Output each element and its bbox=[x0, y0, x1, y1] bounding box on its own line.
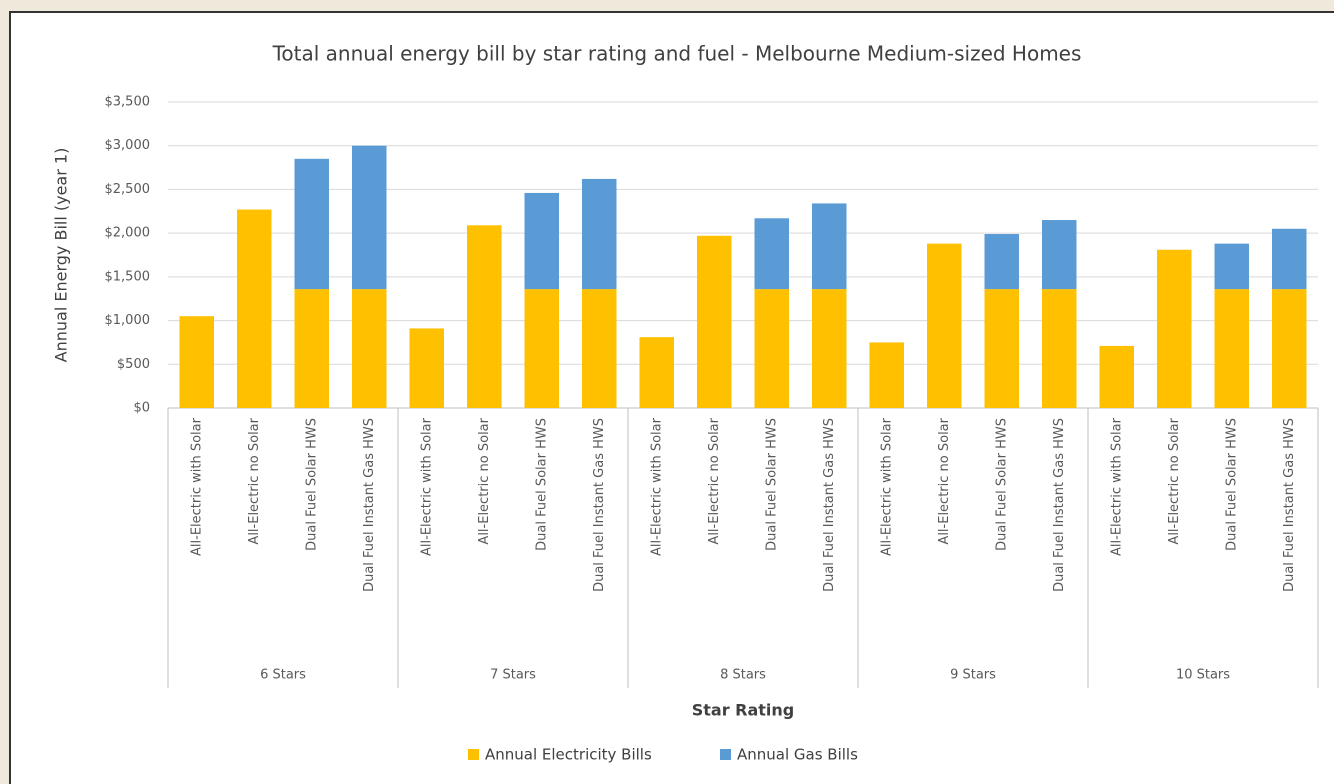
bar-segment bbox=[1042, 220, 1077, 290]
x-tick-label: All-Electric with Solar bbox=[419, 417, 434, 556]
bar-segment bbox=[1272, 228, 1307, 290]
x-tick-label: All-Electric with Solar bbox=[879, 417, 894, 556]
y-tick-label: $0 bbox=[133, 401, 150, 416]
x-tick-label: Dual Fuel Instant Gas HWS bbox=[362, 418, 377, 592]
bar-segment bbox=[697, 235, 732, 408]
y-tick-label: $500 bbox=[117, 357, 150, 372]
bar-segment bbox=[179, 316, 214, 408]
bar-segment bbox=[409, 328, 444, 408]
bar-segment bbox=[582, 289, 617, 408]
x-tick-label: Dual Fuel Instant Gas HWS bbox=[1052, 418, 1067, 592]
bar-segment bbox=[927, 243, 962, 408]
bar-segment bbox=[1272, 289, 1307, 408]
bar-segment bbox=[582, 178, 617, 290]
y-tick-label: $3,500 bbox=[105, 95, 151, 110]
group-label: 7 Stars bbox=[490, 668, 536, 683]
bar-segment bbox=[294, 289, 329, 408]
x-tick-label: All-Electric no Solar bbox=[937, 417, 952, 544]
x-tick-label: Dual Fuel Solar HWS bbox=[1224, 418, 1239, 551]
y-tick-label: $3,000 bbox=[105, 138, 151, 153]
legend-label: Annual Electricity Bills bbox=[485, 746, 652, 764]
bar-segment bbox=[754, 218, 789, 290]
bar-segment bbox=[467, 225, 502, 408]
x-tick-label: All-Electric with Solar bbox=[649, 417, 664, 556]
y-tick-label: $2,000 bbox=[105, 226, 151, 241]
bar-segment bbox=[1214, 289, 1249, 408]
x-tick-label: All-Electric no Solar bbox=[707, 417, 722, 544]
bar-segment bbox=[639, 337, 674, 408]
x-tick-label: Dual Fuel Solar HWS bbox=[994, 418, 1009, 551]
legend-swatch bbox=[720, 749, 731, 760]
x-tick-label: All-Electric with Solar bbox=[189, 417, 204, 556]
group-label: 6 Stars bbox=[260, 668, 306, 683]
legend-swatch bbox=[468, 749, 479, 760]
y-tick-label: $1,500 bbox=[105, 269, 151, 284]
x-tick-label: All-Electric no Solar bbox=[1167, 417, 1182, 544]
bar-segment bbox=[812, 289, 847, 408]
legend-label: Annual Gas Bills bbox=[737, 746, 858, 764]
bar-segment bbox=[869, 342, 904, 408]
group-label: 8 Stars bbox=[720, 668, 766, 683]
group-label: 10 Stars bbox=[1176, 668, 1230, 683]
bar-segment bbox=[237, 209, 272, 408]
bar-segment bbox=[812, 203, 847, 290]
x-tick-label: Dual Fuel Instant Gas HWS bbox=[592, 418, 607, 592]
y-tick-label: $2,500 bbox=[105, 182, 151, 197]
bar-segment bbox=[984, 234, 1019, 290]
bar-segment bbox=[524, 192, 559, 290]
bar-segment bbox=[294, 158, 329, 290]
bar-segment bbox=[984, 289, 1019, 408]
x-tick-label: All-Electric with Solar bbox=[1109, 417, 1124, 556]
x-tick-label: All-Electric no Solar bbox=[247, 417, 262, 544]
x-axis-title: Star Rating bbox=[692, 701, 795, 720]
bar-segment bbox=[1214, 243, 1249, 290]
bar-segment bbox=[524, 289, 559, 408]
bar-segment bbox=[1042, 289, 1077, 408]
y-tick-label: $1,000 bbox=[105, 313, 151, 328]
group-label: 9 Stars bbox=[950, 668, 996, 683]
bar-segment bbox=[1157, 249, 1192, 408]
x-tick-label: Dual Fuel Instant Gas HWS bbox=[822, 418, 837, 592]
bar-segment bbox=[754, 289, 789, 408]
x-tick-label: All-Electric no Solar bbox=[477, 417, 492, 544]
x-tick-label: Dual Fuel Instant Gas HWS bbox=[1282, 418, 1297, 592]
bar-segment bbox=[352, 289, 387, 408]
x-tick-label: Dual Fuel Solar HWS bbox=[534, 418, 549, 551]
bar-segment bbox=[352, 145, 387, 290]
x-tick-label: Dual Fuel Solar HWS bbox=[764, 418, 779, 551]
y-axis-title: Annual Energy Bill (year 1) bbox=[52, 148, 71, 363]
chart-title: Total annual energy bill by star rating … bbox=[272, 42, 1082, 66]
bar-segment bbox=[1099, 345, 1134, 408]
x-tick-label: Dual Fuel Solar HWS bbox=[304, 418, 319, 551]
